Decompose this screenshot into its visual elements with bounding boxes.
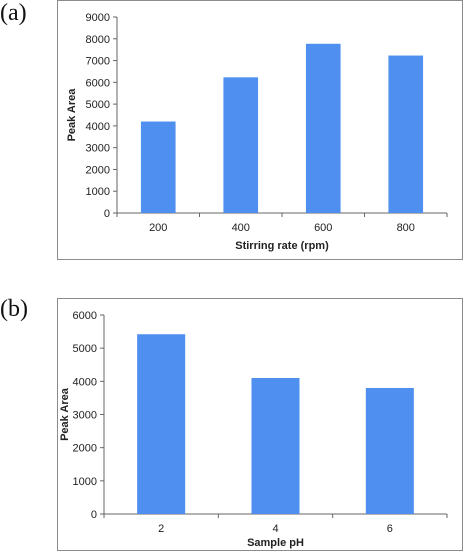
y-tick-label: 1000 (86, 186, 110, 198)
x-tick-label: 800 (397, 222, 415, 234)
y-tick-label: 0 (91, 509, 97, 521)
y-tick-label: 6000 (73, 310, 97, 322)
y-tick-label: 2000 (73, 443, 97, 455)
y-tick-label: 3000 (86, 143, 110, 155)
x-tick-label: 4 (272, 523, 278, 535)
y-tick-label: 7000 (86, 56, 110, 68)
y-tick-label: 4000 (86, 121, 110, 133)
x-tick-label: 6 (387, 523, 393, 535)
y-tick-label: 1000 (73, 476, 97, 488)
y-tick-label: 5000 (86, 99, 110, 111)
bar-800 (388, 55, 424, 214)
y-tick-label: 3000 (73, 410, 97, 422)
bar-6 (365, 387, 414, 514)
x-tick-label: 400 (232, 222, 250, 234)
x-axis-title: Sample pH (247, 537, 304, 549)
x-tick-label: 2 (158, 523, 164, 535)
panel-label-a: (a) (0, 0, 27, 26)
bar-200 (140, 121, 176, 213)
y-tick-label: 5000 (73, 343, 97, 355)
y-axis-title: Peak Area (66, 88, 78, 142)
y-tick-label: 8000 (86, 34, 110, 46)
bar-4 (251, 378, 300, 514)
y-tick-label: 2000 (86, 164, 110, 176)
bar-2 (137, 334, 186, 514)
y-tick-label: 0 (104, 208, 110, 220)
y-tick-label: 6000 (86, 77, 110, 89)
y-tick-label: 4000 (73, 376, 97, 388)
bar-600 (305, 43, 341, 213)
x-tick-label: 200 (149, 222, 167, 234)
x-tick-label: 600 (314, 222, 332, 234)
y-axis-title: Peak Area (59, 387, 71, 441)
bar-400 (223, 77, 259, 213)
panel-label-b: (b) (0, 296, 28, 322)
y-tick-label: 9000 (86, 12, 110, 24)
x-axis-title: Stirring rate (rpm) (235, 240, 329, 252)
